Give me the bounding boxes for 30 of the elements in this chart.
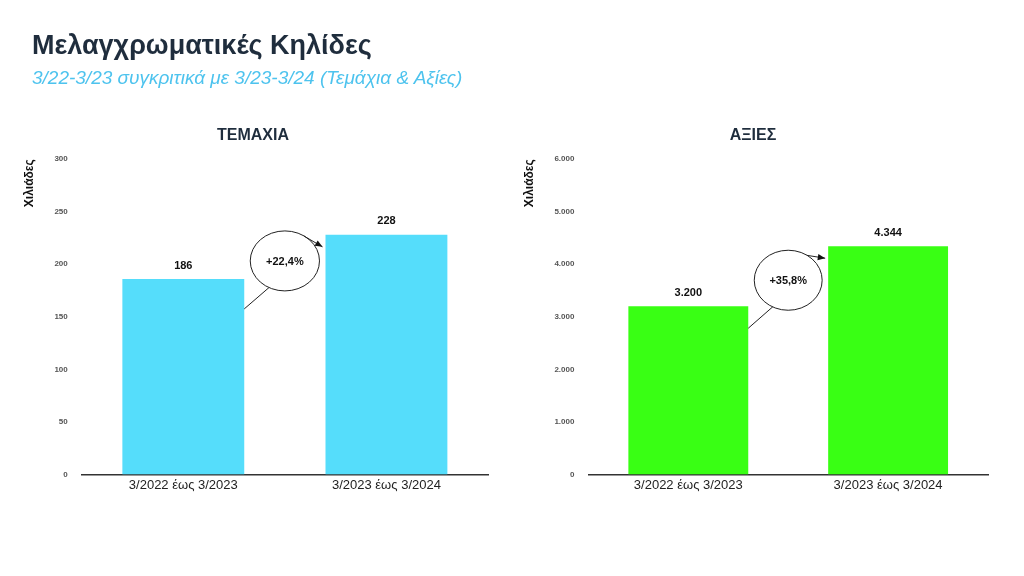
y-tick-label: 300 [54, 154, 69, 164]
data-label: 3.200 [674, 285, 703, 298]
x-tick-label: 3/2023 έως 3/2024 [833, 476, 943, 492]
chart-title: ΤΕΜΑΧΙΑ [217, 126, 290, 144]
x-tick-label: 3/2022 έως 3/2023 [633, 476, 743, 492]
y-tick-label: 0 [63, 469, 69, 479]
x-tick-label: 3/2022 έως 3/2023 [128, 476, 238, 492]
y-tick-label: 3.000 [554, 312, 575, 321]
data-label: 4.344 [874, 225, 903, 238]
x-tick-label: 3/2023 έως 3/2024 [331, 476, 441, 492]
data-label: 186 [174, 258, 193, 271]
y-tick-label: 1.000 [554, 417, 575, 427]
y-tick-label: 5.000 [554, 206, 575, 216]
y-tick-label: 200 [54, 259, 69, 269]
y-axis-title: Χιλιάδες [21, 159, 36, 208]
y-tick-label: 100 [54, 364, 69, 374]
text: Μελαγχρωματικές Κηλίδες [32, 30, 373, 61]
y-tick-label: 150 [54, 312, 69, 321]
y-tick-label: 50 [58, 417, 69, 427]
y-tick-label: 6.000 [554, 154, 575, 164]
chart-title: ΑΞΙΕΣ [729, 126, 777, 144]
data-label: 228 [377, 214, 396, 227]
annotation: +22,4% [265, 253, 305, 269]
text: 3/22-3/23 συγκριτικά με 3/23-3/24 (Τεμάχια & Αξίες) [32, 67, 464, 89]
y-tick-label: 0 [569, 469, 575, 479]
y-axis-title: Χιλιάδες [521, 159, 536, 208]
y-tick-label: 4.000 [554, 259, 575, 269]
y-tick-label: 250 [54, 206, 69, 216]
y-tick-label: 2.000 [554, 364, 575, 374]
annotation: +35,8% [768, 273, 808, 289]
